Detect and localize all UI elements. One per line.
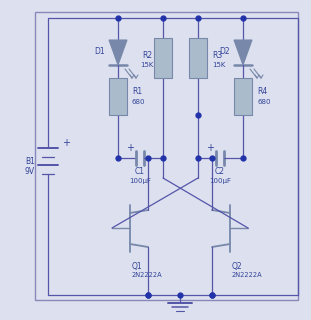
Text: R4: R4 — [257, 87, 267, 97]
Bar — [189, 38, 207, 78]
Text: 15K: 15K — [212, 62, 225, 68]
Text: D2: D2 — [220, 47, 230, 57]
Bar — [35, 12, 298, 300]
Text: R2: R2 — [142, 51, 152, 60]
Text: +: + — [206, 143, 214, 153]
Text: Q1: Q1 — [132, 261, 143, 270]
Text: Q2: Q2 — [232, 261, 243, 270]
Text: 2N2222A: 2N2222A — [232, 272, 262, 278]
Text: R3: R3 — [212, 51, 222, 60]
Polygon shape — [109, 40, 127, 65]
Text: C2: C2 — [215, 167, 225, 177]
Text: 680: 680 — [257, 99, 271, 105]
Text: B1: B1 — [25, 157, 35, 166]
Text: +: + — [62, 138, 70, 148]
Polygon shape — [234, 40, 252, 65]
Text: +: + — [126, 143, 134, 153]
Text: 100μF: 100μF — [209, 178, 231, 184]
Text: 2N2222A: 2N2222A — [132, 272, 163, 278]
Bar — [234, 78, 252, 115]
Text: 100μF: 100μF — [129, 178, 151, 184]
Text: 680: 680 — [132, 99, 146, 105]
Bar — [154, 38, 172, 78]
Text: D1: D1 — [95, 47, 105, 57]
Text: C1: C1 — [135, 167, 145, 177]
Text: R1: R1 — [132, 87, 142, 97]
Bar — [109, 78, 127, 115]
Text: 15K: 15K — [140, 62, 154, 68]
Text: 9V: 9V — [25, 167, 35, 177]
